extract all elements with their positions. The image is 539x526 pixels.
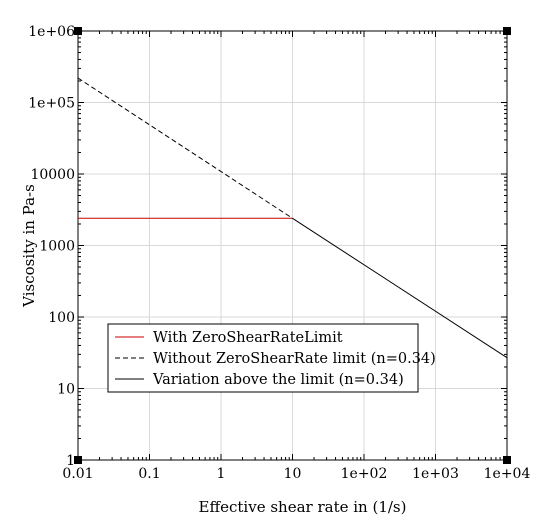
x-tick-labels: 0.01 0.1 1 10 1e+02 1e+03 1e+04 [62,466,530,482]
y-tick-labels: 1 10 100 1000 10000 1e+05 1e+06 [28,24,75,469]
y-axis-label: Viscosity in Pa-s [20,184,38,308]
legend-label-3: Variation above the limit (n=0.34) [152,372,404,388]
y-tick-label: 100 [48,310,75,326]
legend-label-1: With ZeroShearRateLimit [153,330,343,346]
x-axis-label: Effective shear rate in (1/s) [199,498,407,516]
x-tick-label: 1e+03 [412,466,459,482]
x-tick-label: 1e+04 [484,466,531,482]
y-tick-label: 1 [66,453,75,469]
series-lines [77,77,508,359]
x-tick-label: 1 [217,466,226,482]
legend-box [107,323,419,393]
axis-ticks [77,30,508,461]
y-tick-label: 1e+05 [28,96,75,112]
series-line-2 [77,77,293,219]
series-line-3 [292,217,508,359]
y-tick-label: 1000 [39,239,75,255]
x-tick-label: 0.1 [138,466,160,482]
x-tick-label: 10 [284,466,302,482]
legend-label-2: Without ZeroShearRate limit (n=0.34) [153,351,436,367]
y-tick-label: 1e+06 [28,24,75,40]
legend: With ZeroShearRateLimit Without ZeroShear… [107,323,436,393]
x-tick-label: 1e+02 [341,466,388,482]
y-tick-label: 10 [57,382,75,398]
x-tick-label: 0.01 [62,466,93,482]
y-tick-label: 10000 [30,167,75,183]
grid [77,30,508,461]
